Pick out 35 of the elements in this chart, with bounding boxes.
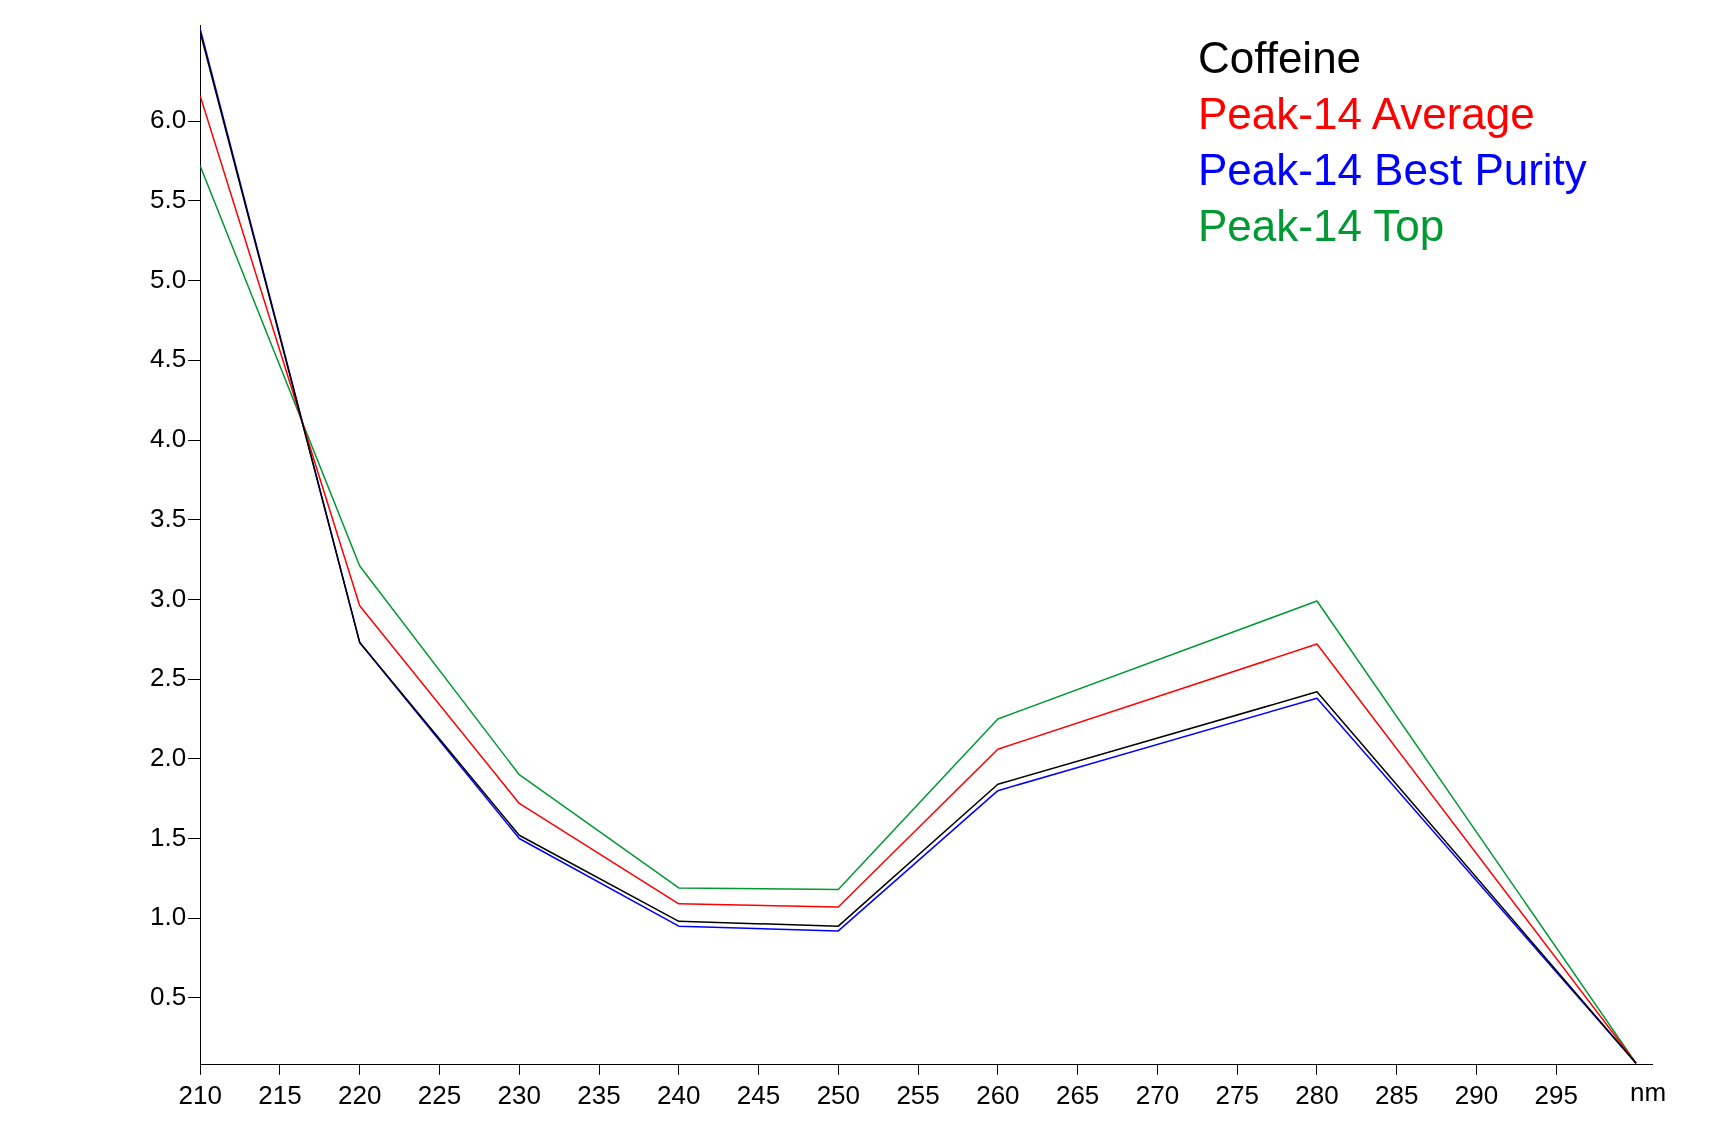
y-tick-label: 0.5 <box>149 981 187 1012</box>
y-tick-label: 2.5 <box>149 662 187 693</box>
x-tick-label: 215 <box>258 1079 302 1110</box>
y-tick-label: 3.0 <box>149 582 187 613</box>
y-tick-label: 1.0 <box>149 901 187 932</box>
x-tick-label: 275 <box>1215 1079 1259 1110</box>
y-tick-label: 6.0 <box>149 104 187 135</box>
x-tick-label: 230 <box>497 1079 541 1110</box>
y-tick-label: 2.0 <box>149 741 187 772</box>
y-tick-label: 4.0 <box>149 423 187 454</box>
x-tick-label: 295 <box>1534 1079 1578 1110</box>
x-tick-label: 250 <box>816 1079 861 1110</box>
x-tick-label: 210 <box>178 1079 222 1110</box>
x-tick-label: 255 <box>896 1079 940 1110</box>
x-tick-label: 240 <box>657 1079 701 1110</box>
y-tick-label: 5.5 <box>149 184 187 215</box>
y-tick-label: 1.5 <box>149 821 187 852</box>
x-tick-label: 265 <box>1055 1079 1100 1110</box>
x-axis-title: nm <box>1630 1076 1667 1107</box>
x-tick-label: 290 <box>1454 1079 1499 1110</box>
x-tick-label: 260 <box>976 1079 1020 1110</box>
x-tick-label: 225 <box>417 1079 462 1110</box>
x-tick-label: 220 <box>337 1079 382 1110</box>
x-tick-label: 285 <box>1375 1079 1419 1110</box>
text: Peak-14 Best Purity <box>1198 144 1587 196</box>
x-tick-label: 235 <box>577 1079 621 1110</box>
text: Peak-14 Top <box>1198 200 1446 252</box>
text: Peak-14 Average <box>1198 88 1536 140</box>
x-tick-label: 270 <box>1135 1079 1180 1110</box>
text: Coffeine <box>1198 32 1363 84</box>
y-tick-label: 3.5 <box>149 502 187 533</box>
y-tick-label: 4.5 <box>149 343 187 374</box>
x-tick-label: 245 <box>736 1079 781 1110</box>
y-tick-label: 5.0 <box>149 263 187 294</box>
x-tick-label: 280 <box>1295 1079 1339 1110</box>
